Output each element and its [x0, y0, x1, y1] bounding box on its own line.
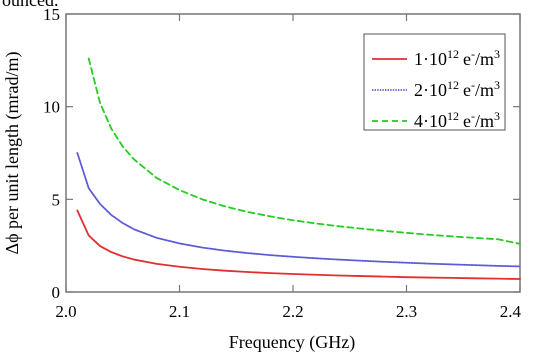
legend-label-base: 4·10	[414, 111, 447, 131]
legend-box	[363, 33, 506, 131]
legend-label-base: 1·10	[414, 49, 447, 69]
legend: 1·1012 e-/m32·1012 e-/m34·1012 e-/m3	[363, 33, 506, 131]
legend-label-unit: e	[463, 49, 471, 69]
legend-label-denominator: /m	[475, 80, 494, 100]
legend-label-3: 4·1012 e-/m3	[414, 109, 500, 131]
series-layer	[76, 57, 521, 280]
legend-label-denominator: /m	[475, 49, 494, 69]
series-line-3	[87, 57, 521, 245]
legend-label-unit-superscript: -	[471, 109, 475, 123]
x-axis: 2.0 2.1 2.2 2.3 2.4	[55, 14, 522, 321]
legend-label-1: 1·1012 e-/m3	[414, 47, 500, 69]
top-text-fragment: ounced.	[2, 0, 59, 10]
legend-items: 1·1012 e-/m32·1012 e-/m34·1012 e-/m3	[372, 47, 500, 131]
legend-label-2: 2·1012 e-/m3	[414, 78, 500, 100]
legend-label-power: 3	[494, 109, 500, 123]
legend-label-exponent: 12	[447, 78, 459, 92]
legend-label-unit: e	[463, 80, 471, 100]
x-tick-label: 2.0	[55, 302, 76, 321]
y-tick-label: 0	[52, 283, 61, 302]
legend-label-power: 3	[494, 47, 500, 61]
legend-label-base: 2·10	[414, 80, 447, 100]
x-tick-label: 2.1	[169, 302, 190, 321]
legend-label-exponent: 12	[447, 109, 459, 123]
legend-label-unit-superscript: -	[471, 78, 475, 92]
legend-label-exponent: 12	[447, 47, 459, 61]
x-tick-label: 2.3	[396, 302, 417, 321]
y-tick-label: 15	[43, 5, 60, 24]
y-tick-label: 10	[43, 98, 60, 117]
y-axis-label: Δϕ per unit length (mrad/m)	[2, 51, 23, 254]
x-tick-label: 2.2	[282, 302, 303, 321]
legend-label-unit-superscript: -	[471, 47, 475, 61]
legend-label-unit: e	[463, 111, 471, 131]
legend-label-power: 3	[494, 78, 500, 92]
series-line-2	[76, 152, 521, 268]
legend-label-denominator: /m	[475, 111, 494, 131]
y-axis: 0 5 10 15	[43, 5, 520, 302]
x-tick-label: 2.4	[500, 302, 522, 321]
x-axis-label: Frequency (GHz)	[229, 332, 355, 353]
y-tick-label: 5	[52, 190, 61, 209]
